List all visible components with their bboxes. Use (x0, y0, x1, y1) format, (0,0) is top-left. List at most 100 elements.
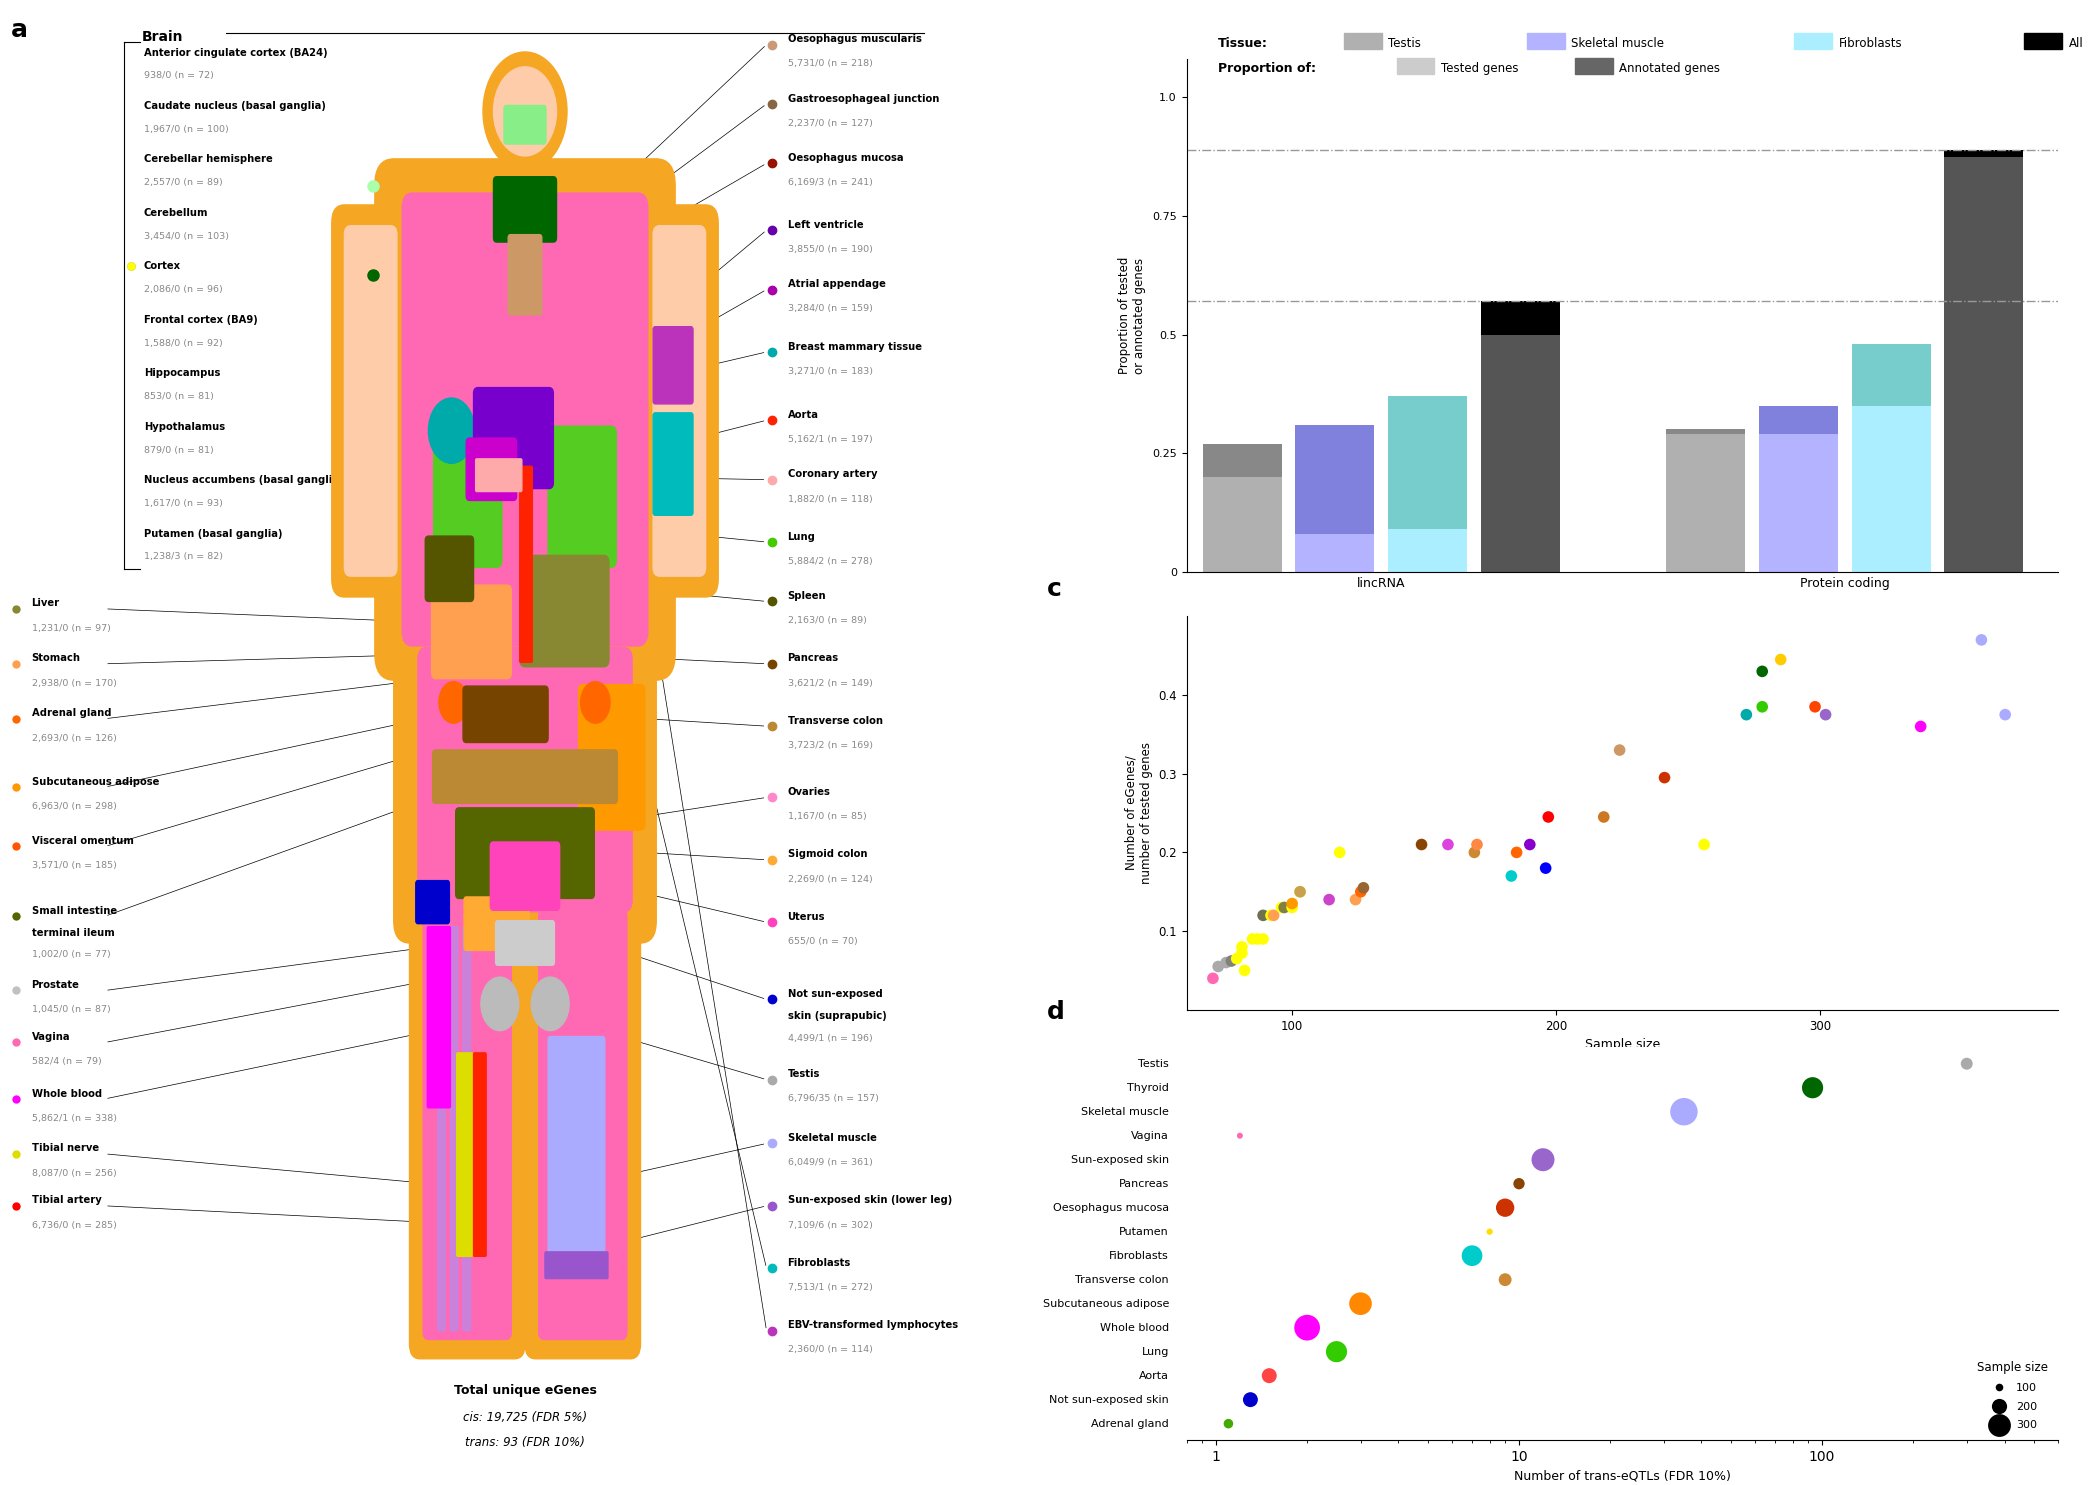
Text: 655/0 (n = 70): 655/0 (n = 70) (788, 937, 857, 946)
Text: Cortex: Cortex (143, 261, 181, 272)
FancyBboxPatch shape (521, 555, 609, 667)
Text: Adrenal gland: Adrenal gland (32, 708, 111, 719)
Point (1472, 1219, 1506, 1243)
Text: Subcutaneous adipose: Subcutaneous adipose (32, 777, 160, 787)
FancyBboxPatch shape (437, 927, 445, 1331)
Text: trans: 93 (FDR 10%): trans: 93 (FDR 10%) (464, 1436, 586, 1449)
FancyBboxPatch shape (462, 686, 548, 742)
Text: Adrenal gland: Adrenal gland (1092, 1418, 1170, 1429)
FancyBboxPatch shape (410, 887, 525, 1359)
Bar (1760, 405, 1838, 434)
Text: 6,736/0 (n = 285): 6,736/0 (n = 285) (32, 1221, 116, 1230)
FancyBboxPatch shape (475, 388, 554, 489)
Text: 3,271/0 (n = 183): 3,271/0 (n = 183) (788, 367, 872, 376)
Text: Skeletal muscle: Skeletal muscle (788, 1133, 876, 1143)
Point (1457, 841, 1491, 864)
Text: 1,002/0 (n = 77): 1,002/0 (n = 77) (32, 950, 109, 959)
X-axis label: Sample size: Sample size (1586, 1038, 1659, 1051)
Text: 582/4 (n = 79): 582/4 (n = 79) (32, 1057, 101, 1066)
Point (1796, 1075, 1829, 1099)
Circle shape (481, 977, 519, 1031)
FancyBboxPatch shape (653, 226, 706, 576)
FancyBboxPatch shape (489, 842, 559, 910)
Text: 8,087/0 (n = 256): 8,087/0 (n = 256) (32, 1169, 116, 1178)
Text: Putamen: Putamen (1119, 1227, 1170, 1237)
Text: 3,454/0 (n = 103): 3,454/0 (n = 103) (143, 232, 229, 241)
Point (1289, 1316, 1323, 1339)
Text: 3,855/0 (n = 190): 3,855/0 (n = 190) (788, 245, 872, 254)
Point (1529, 857, 1562, 881)
Bar (1296, 425, 1373, 533)
Text: Transverse colon: Transverse colon (788, 716, 882, 726)
Text: 1,167/0 (n = 85): 1,167/0 (n = 85) (788, 812, 865, 821)
Text: 1,045/0 (n = 87): 1,045/0 (n = 87) (32, 1005, 109, 1014)
Text: Fibroblasts: Fibroblasts (1840, 37, 1903, 50)
Text: 2,163/0 (n = 89): 2,163/0 (n = 89) (788, 616, 867, 625)
Text: Tibial nerve: Tibial nerve (32, 1143, 99, 1154)
Text: 1,617/0 (n = 93): 1,617/0 (n = 93) (143, 499, 223, 508)
Point (1210, 950, 1243, 974)
Circle shape (580, 682, 609, 723)
Text: 2,269/0 (n = 124): 2,269/0 (n = 124) (788, 875, 872, 884)
Point (1460, 833, 1493, 857)
Text: 3,284/0 (n = 159): 3,284/0 (n = 159) (788, 304, 872, 313)
Text: Nucleus accumbens (basal ganglia): Nucleus accumbens (basal ganglia) (143, 475, 344, 486)
Text: 3,621/2 (n = 149): 3,621/2 (n = 149) (788, 679, 872, 688)
Point (1214, 949, 1247, 973)
FancyBboxPatch shape (428, 927, 449, 1108)
FancyBboxPatch shape (416, 881, 449, 924)
FancyBboxPatch shape (640, 205, 718, 597)
Circle shape (439, 682, 468, 723)
Text: a: a (10, 18, 27, 42)
Text: 4,499/1 (n = 196): 4,499/1 (n = 196) (788, 1034, 872, 1042)
Text: Brain: Brain (143, 30, 183, 43)
Text: Not sun-exposed: Not sun-exposed (788, 989, 882, 999)
Point (1512, 833, 1546, 857)
Text: Total unique eGenes: Total unique eGenes (454, 1384, 596, 1397)
Point (1220, 947, 1254, 971)
FancyBboxPatch shape (494, 177, 556, 242)
Bar (1388, 396, 1468, 529)
Text: 7,976/21: 7,976/21 (388, 288, 433, 298)
Text: 3,571/0 (n = 185): 3,571/0 (n = 185) (32, 861, 116, 870)
Text: 2,557/0 (n = 89): 2,557/0 (n = 89) (143, 178, 223, 187)
Text: 2,237/0 (n = 127): 2,237/0 (n = 127) (788, 119, 872, 128)
Point (1432, 833, 1466, 857)
Text: Frontal cortex (BA9): Frontal cortex (BA9) (143, 315, 258, 325)
FancyBboxPatch shape (344, 226, 397, 576)
Text: Testis: Testis (1388, 37, 1422, 50)
Text: 1,231/0 (n = 97): 1,231/0 (n = 97) (32, 624, 111, 633)
Point (1798, 695, 1831, 719)
Y-axis label: Proportion of tested
or annotated genes: Proportion of tested or annotated genes (1119, 257, 1147, 374)
Text: Oesophagus muscularis: Oesophagus muscularis (788, 34, 922, 45)
Point (1312, 888, 1346, 912)
Text: Sun-exposed skin: Sun-exposed skin (1071, 1155, 1170, 1164)
FancyBboxPatch shape (458, 1053, 472, 1256)
Point (1495, 864, 1529, 888)
Bar (1388, 529, 1468, 572)
Point (1648, 766, 1682, 790)
Text: Testis: Testis (788, 1069, 819, 1080)
Text: Whole blood: Whole blood (32, 1089, 101, 1099)
Circle shape (494, 67, 556, 156)
Text: 6,963/0 (n = 298): 6,963/0 (n = 298) (32, 802, 116, 811)
Text: 3,723/2 (n = 169): 3,723/2 (n = 169) (788, 741, 872, 750)
Point (1730, 702, 1764, 726)
Text: Lung: Lung (788, 532, 815, 542)
Text: EBV-transformed lymphocytes: EBV-transformed lymphocytes (788, 1320, 958, 1331)
Bar (1852, 405, 1930, 572)
Text: Skeletal muscle: Skeletal muscle (1571, 37, 1663, 50)
FancyBboxPatch shape (374, 159, 676, 680)
Text: Ovaries: Ovaries (788, 787, 830, 797)
Text: Whole blood: Whole blood (1100, 1323, 1170, 1332)
Text: Skeletal muscle: Skeletal muscle (1082, 1106, 1170, 1117)
Text: terminal ileum: terminal ileum (32, 928, 113, 939)
FancyBboxPatch shape (433, 585, 512, 679)
Point (1489, 1195, 1522, 1219)
Text: Cerebellum: Cerebellum (143, 208, 208, 218)
FancyBboxPatch shape (475, 459, 521, 492)
Circle shape (531, 977, 569, 1031)
FancyBboxPatch shape (475, 1053, 487, 1256)
FancyBboxPatch shape (395, 609, 655, 943)
Text: 879/0 (n = 81): 879/0 (n = 81) (143, 446, 214, 454)
